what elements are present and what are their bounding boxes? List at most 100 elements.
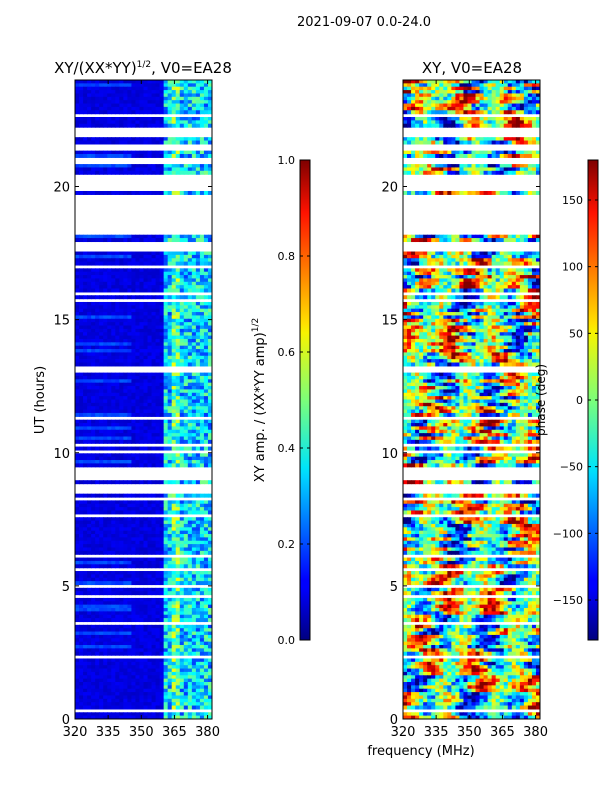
amplitude-cell: [139, 638, 145, 643]
amplitude-cell: [203, 116, 209, 121]
amplitude-cell: [151, 342, 157, 347]
amplitude-cell: [151, 571, 157, 575]
amplitude-cell: [175, 234, 181, 239]
amplitude-cell: [139, 285, 145, 290]
amplitude-cell: [83, 517, 88, 522]
amplitude-cell: [199, 456, 205, 461]
amplitude-cell: [203, 409, 209, 414]
amplitude-cell: [179, 379, 185, 384]
amplitude-cell: [99, 517, 104, 522]
amplitude-cell: [207, 355, 212, 360]
amplitude-cell: [183, 93, 189, 98]
amplitude-cell: [191, 587, 197, 592]
amplitude-cell: [191, 396, 197, 401]
amplitude-cell: [155, 170, 161, 175]
phase-cell: [467, 90, 473, 95]
amplitude-cell: [159, 295, 165, 300]
amplitude-cell: [171, 338, 177, 343]
amplitude-cell: [83, 665, 88, 670]
amplitude-cell: [199, 80, 205, 84]
amplitude-cell: [163, 261, 169, 266]
amplitude-cell: [91, 577, 96, 582]
amplitude-cell: [139, 96, 145, 101]
amplitude-cell: [175, 433, 181, 438]
amplitude-cell: [199, 254, 205, 259]
phase-cell: [483, 86, 489, 91]
amplitude-cell: [195, 352, 201, 357]
phase-cell: [455, 100, 461, 105]
phase-cell: [451, 100, 456, 105]
amplitude-cell: [115, 106, 120, 111]
amplitude-cell: [111, 281, 116, 286]
amplitude-cell: [111, 695, 116, 700]
amplitude-cell: [159, 123, 165, 128]
amplitude-cell: [107, 271, 112, 276]
phase-cell: [467, 83, 473, 88]
amplitude-cell: [87, 96, 92, 101]
amplitude-cell: [191, 318, 197, 323]
amplitude-cell: [143, 352, 149, 357]
amplitude-cell: [147, 288, 153, 293]
amplitude-cell: [119, 547, 124, 552]
amplitude-cell: [147, 90, 153, 95]
amplitude-cell: [171, 325, 177, 330]
amplitude-cell: [83, 682, 88, 686]
amplitude-cell: [183, 665, 189, 670]
amplitude-cell: [127, 712, 133, 717]
amplitude-cell: [203, 493, 209, 498]
amplitude-cell: [115, 634, 120, 639]
amplitude-cell: [139, 399, 145, 404]
amplitude-cell: [199, 140, 205, 145]
amplitude-cell: [147, 140, 153, 145]
amplitude-cell: [123, 433, 128, 438]
amplitude-cell: [195, 355, 201, 360]
amplitude-cell: [111, 110, 116, 115]
amplitude-cell: [111, 406, 116, 411]
amplitude-cell: [139, 342, 145, 347]
amplitude-cell: [119, 271, 124, 276]
amplitude-cell: [87, 362, 92, 367]
amplitude-cell: [207, 338, 212, 343]
amplitude-cell: [111, 682, 116, 686]
amplitude-cell: [91, 106, 96, 111]
amplitude-cell: [151, 698, 157, 703]
amplitude-cell: [203, 167, 209, 172]
amplitude-cell: [151, 527, 157, 532]
amplitude-cell: [163, 439, 169, 444]
amplitude-cell: [143, 537, 149, 542]
amplitude-cell: [79, 402, 84, 407]
amplitude-cell: [107, 624, 112, 629]
amplitude-cell: [143, 550, 149, 555]
amplitude-cell: [183, 611, 189, 616]
amplitude-cell: [171, 275, 177, 280]
amplitude-cell: [167, 359, 173, 364]
amplitude-cell: [191, 308, 197, 313]
amplitude-cell: [155, 389, 161, 394]
amplitude-cell: [203, 100, 209, 105]
amplitude-cell: [171, 409, 177, 414]
amplitude-cell: [135, 170, 141, 175]
amplitude-cell: [147, 429, 153, 434]
amplitude-cell: [123, 150, 128, 155]
amplitude-cell: [83, 103, 88, 108]
phase-cell: [523, 93, 529, 98]
amplitude-cell: [123, 517, 128, 522]
amplitude-cell: [175, 261, 181, 266]
amplitude-cell: [111, 436, 116, 441]
amplitude-cell: [95, 645, 100, 649]
amplitude-cell: [187, 624, 193, 629]
phase-cell: [503, 90, 509, 95]
amplitude-cell: [107, 678, 112, 683]
amplitude-cell: [83, 436, 88, 441]
amplitude-cell: [203, 355, 209, 360]
amplitude-cell: [163, 685, 169, 690]
amplitude-cell: [115, 372, 120, 377]
amplitude-cell: [191, 624, 197, 629]
amplitude-cell: [159, 571, 165, 575]
amplitude-cell: [143, 83, 149, 88]
amplitude-cell: [163, 382, 169, 387]
amplitude-cell: [79, 345, 84, 350]
amplitude-cell: [99, 409, 104, 414]
amplitude-cell: [207, 702, 212, 707]
amplitude-cell: [87, 372, 92, 377]
